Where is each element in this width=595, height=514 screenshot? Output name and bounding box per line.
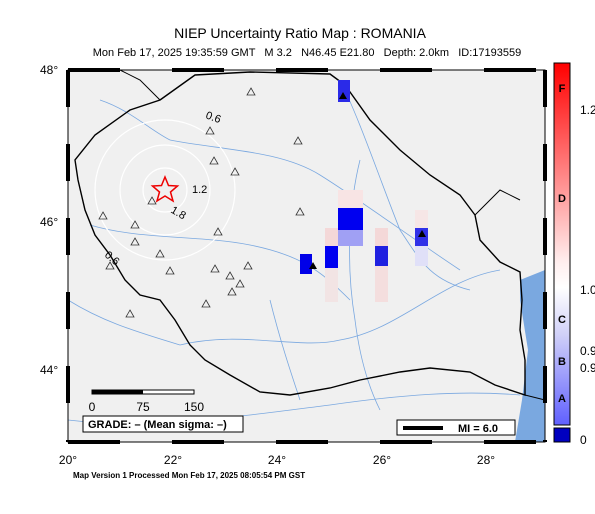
scale-label: 0 <box>89 400 96 414</box>
border-romania <box>74 71 526 396</box>
title: NIEP Uncertainty Ratio Map : ROMANIA <box>174 25 426 41</box>
map <box>68 70 545 442</box>
colorbar-value: 0.9 <box>580 361 595 375</box>
grade-letter: D <box>558 193 566 205</box>
lon-label: 28° <box>477 453 495 467</box>
stations <box>98 87 426 318</box>
lat-label: 48° <box>40 63 58 77</box>
grade-letter: B <box>558 356 566 368</box>
scale-label: 150 <box>184 400 204 414</box>
border-neighbors <box>119 70 545 401</box>
contour-label: 0.6 <box>204 110 222 127</box>
lat-label: 44° <box>40 363 58 377</box>
subtitle: Mon Feb 17, 2025 19:35:59 GMT M 3.2 N46.… <box>93 47 521 59</box>
black-sea <box>515 270 545 442</box>
grade-letter: F <box>559 83 566 95</box>
colorbar-value: 0.9 <box>580 344 595 358</box>
lon-label: 26° <box>373 453 391 467</box>
colorbar: F D C B A 1.2 1.0 0.9 0.9 0 <box>553 62 595 447</box>
colorbar-value: 1.0 <box>580 283 595 297</box>
scale-label: 75 <box>136 400 150 414</box>
lon-label: 24° <box>268 453 286 467</box>
contour-label: 1.2 <box>192 184 207 196</box>
epicenter <box>150 175 180 203</box>
grade: GRADE: – (Mean sigma: –) <box>88 419 227 431</box>
lon-label: 22° <box>164 453 182 467</box>
colorbar-value: 0 <box>580 433 587 447</box>
lat-label: 46° <box>40 215 58 229</box>
grade-letter: A <box>558 393 566 405</box>
lon-label: 20° <box>59 453 77 467</box>
grade-letter: C <box>558 314 566 326</box>
footer: Map Version 1 Processed Mon Feb 17, 2025… <box>73 471 305 480</box>
colorbar-value: 1.2 <box>580 103 595 117</box>
mi-label: MI = 6.0 <box>458 423 498 435</box>
scale-bar: 0 75 150 <box>89 389 204 414</box>
